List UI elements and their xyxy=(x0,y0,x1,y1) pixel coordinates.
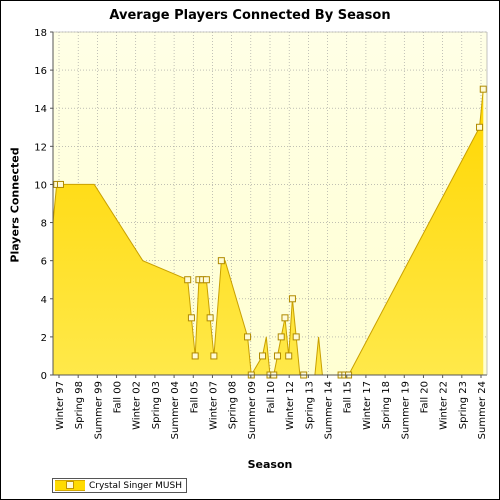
y-tick-label: 4 xyxy=(41,295,47,306)
x-tick-labels: Winter 97 Spring 98 Summer 99 Fall 00 Winter… xyxy=(55,375,488,439)
x-tick-label: Summer 09 xyxy=(247,381,258,439)
legend-swatch xyxy=(55,480,85,491)
data-point xyxy=(259,352,267,360)
x-tick-label: Fall 20 xyxy=(419,381,430,413)
data-point xyxy=(292,333,300,341)
data-point xyxy=(206,314,214,322)
data-point xyxy=(202,276,210,284)
x-tick-label: Winter 02 xyxy=(132,381,143,430)
x-tick-label: Winter 17 xyxy=(362,381,373,430)
y-tick-labels: 0 2 4 6 8 10 12 14 16 18 xyxy=(34,28,53,382)
chart-title: Average Players Connected By Season xyxy=(109,8,391,23)
y-tick-label: 14 xyxy=(34,104,47,115)
x-tick-label: Summer 04 xyxy=(170,381,181,439)
series-area xyxy=(53,89,484,375)
y-tick-label: 12 xyxy=(34,142,47,153)
x-tick-label: Spring 03 xyxy=(151,381,162,429)
data-point xyxy=(244,333,252,341)
data-point xyxy=(184,276,192,284)
x-tick-label: Fall 05 xyxy=(189,381,200,413)
x-tick-label: Fall 15 xyxy=(343,381,354,413)
y-tick-label: 2 xyxy=(41,333,47,344)
y-tick-label: 0 xyxy=(41,371,47,382)
y-tick-label: 18 xyxy=(34,28,47,39)
x-tick-label: Spring 08 xyxy=(228,381,239,429)
x-tick-label: Winter 22 xyxy=(439,381,450,430)
x-tick-label: Spring 18 xyxy=(381,381,392,429)
x-tick-label: Summer 24 xyxy=(477,381,488,439)
legend-marker xyxy=(66,481,74,489)
x-tick-label: Winter 07 xyxy=(208,381,219,430)
data-point xyxy=(273,352,281,360)
x-tick-label: Summer 99 xyxy=(93,381,104,439)
data-point xyxy=(277,333,285,341)
data-point xyxy=(285,352,293,360)
x-tick-label: Spring 98 xyxy=(74,381,85,429)
x-axis-label: Season xyxy=(247,458,293,471)
data-point xyxy=(187,314,195,322)
x-tick-label: Spring 13 xyxy=(304,381,315,429)
x-tick-label: Summer 14 xyxy=(324,381,335,439)
x-tick-label: Fall 00 xyxy=(113,381,124,413)
data-point xyxy=(56,180,64,188)
x-tick-label: Winter 97 xyxy=(55,381,66,430)
y-tick-label: 8 xyxy=(41,219,47,230)
data-point xyxy=(281,314,289,322)
x-tick-label: Winter 12 xyxy=(285,381,296,430)
data-point xyxy=(476,123,484,131)
y-tick-label: 16 xyxy=(34,66,47,77)
x-tick-label: Spring 23 xyxy=(458,381,469,429)
legend-label: Crystal Singer MUSH xyxy=(89,480,182,491)
y-tick-label: 10 xyxy=(34,180,47,191)
data-point xyxy=(479,85,487,93)
data-point xyxy=(210,352,218,360)
legend: Crystal Singer MUSH xyxy=(52,478,187,493)
data-point xyxy=(191,352,199,360)
data-point xyxy=(217,257,225,265)
y-tick-label: 6 xyxy=(41,257,47,268)
x-tick-label: Summer 19 xyxy=(400,381,411,439)
x-tick-label: Fall 10 xyxy=(266,381,277,413)
data-point xyxy=(288,295,296,303)
